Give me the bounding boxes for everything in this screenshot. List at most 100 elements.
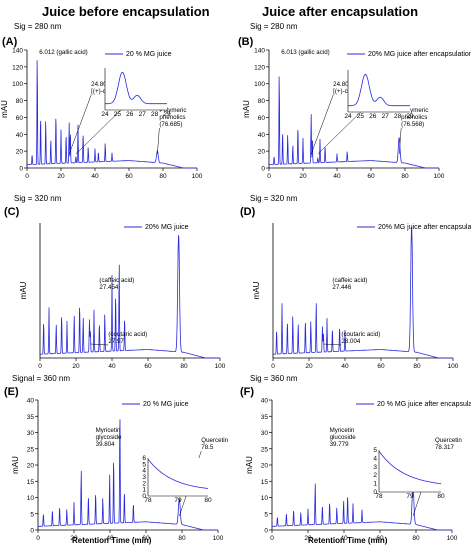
x-axis-title: Retention Time (min) — [72, 536, 152, 545]
x-tick-label: 80 — [413, 363, 421, 370]
inset-x-tick-label: 26 — [126, 111, 134, 118]
inset-x-tick-label: 27 — [382, 113, 390, 120]
annotation-arrow — [323, 343, 342, 346]
inset-y-tick-label: 3 — [373, 464, 377, 471]
peak-annotation: glucoside — [330, 434, 357, 441]
y-axis-label: mAU — [0, 100, 9, 118]
legend-label: 20 % MG juice after encapsulation — [377, 401, 471, 408]
inset-background — [348, 70, 410, 112]
peak-annotation: Polymeric — [401, 107, 428, 114]
x-tick-label: 80 — [412, 535, 420, 542]
x-tick-label: 40 — [106, 535, 114, 542]
inset-x-tick-label: 29 — [406, 113, 414, 120]
legend-label: 20% MG juice — [145, 224, 189, 231]
x-tick-label: 20 — [299, 173, 307, 180]
chart-svg: 0 20 40 60 80 100 0 20 40 60 80 100 120 140 mAU 20 % MG… — [0, 48, 203, 181]
peak-annotation: glycoside — [96, 434, 122, 441]
inset-x-tick-label: 79 — [406, 493, 414, 500]
panel-label: (E) — [4, 386, 19, 398]
y-tick-label: 35 — [261, 414, 269, 421]
x-tick-label: 100 — [215, 363, 226, 370]
y-tick-label: 120 — [254, 64, 265, 71]
x-tick-label: 40 — [333, 173, 341, 180]
peak-annotation: 39.804 — [96, 441, 115, 448]
peak-annotation: 27.446 — [332, 284, 351, 291]
inset-y-tick-label: 6 — [142, 455, 146, 462]
panel-label: (F) — [240, 386, 255, 398]
y-tick-label: 40 — [27, 398, 35, 405]
y-axis-label: mAU — [19, 281, 28, 299]
y-tick-label: 40 — [258, 132, 266, 139]
legend-label: 20 % MG juice — [126, 51, 172, 58]
inset-x-tick-label: 80 — [204, 497, 212, 504]
peak-annotation: 24.809 — [91, 81, 110, 88]
y-tick-label: 10 — [27, 495, 35, 502]
annotation-arrow — [157, 127, 160, 155]
peak-annotation: 6.012 (gallic acid) — [39, 49, 87, 56]
legend-label: 20% MG juice after encapsulation — [368, 51, 471, 58]
chart-panel-d: Sig = 320 nm (D) 0 20 40 60 80 100 mAU 20% MG j… — [236, 190, 471, 370]
x-tick-label: 40 — [91, 173, 99, 180]
x-axis-title: Retention Time (min) — [308, 536, 388, 545]
x-tick-label: 0 — [267, 173, 271, 180]
y-tick-label: 100 — [12, 81, 23, 88]
peak-annotation: (76.685) — [159, 121, 182, 128]
inset-y-tick-label: 2 — [373, 472, 377, 479]
y-tick-label: 60 — [16, 115, 24, 122]
x-tick-label: 80 — [178, 535, 186, 542]
peak-annotation: Quercetin — [435, 437, 462, 444]
chart-panel-b: Sig = 280 nm (B) 0 20 40 60 80 100 0 20 40 60 80 10… — [236, 20, 471, 190]
x-tick-label: 80 — [159, 173, 167, 180]
x-tick-label: 100 — [448, 363, 459, 370]
panel-label: (D) — [240, 206, 256, 218]
y-tick-label: 0 — [264, 528, 268, 535]
y-tick-label: 25 — [261, 446, 269, 453]
x-tick-label: 40 — [108, 363, 116, 370]
y-tick-label: 20 — [27, 463, 35, 470]
inset-x-tick-label: 78 — [144, 497, 152, 504]
inset-y-tick-label: 0 — [373, 489, 377, 496]
inset-x-tick-label: 24 — [344, 113, 352, 120]
y-tick-label: 35 — [27, 414, 35, 421]
inset-x-tick-label: 28 — [151, 111, 159, 118]
y-tick-label: 30 — [27, 430, 35, 437]
inset-y-tick-label: 4 — [373, 455, 377, 462]
x-tick-label: 80 — [401, 173, 409, 180]
peak-annotation: (caffeic acid) — [99, 277, 134, 284]
inset-x-tick-label: 80 — [437, 493, 445, 500]
x-tick-label: 100 — [213, 535, 224, 542]
y-tick-label: 40 — [261, 398, 269, 405]
y-tick-label: 5 — [264, 511, 268, 518]
peak-annotation: Quercetin — [201, 437, 228, 444]
y-tick-label: 100 — [254, 81, 265, 88]
inset-y-tick-label: 5 — [373, 447, 377, 454]
panel-label: (A) — [2, 36, 18, 48]
x-tick-label: 20 — [57, 173, 65, 180]
y-tick-label: 25 — [27, 446, 35, 453]
inset-x-tick-label: 79 — [174, 497, 182, 504]
annotation-arrow — [75, 106, 125, 155]
chart-panel-f: Sig = 360 nm (F) 0 20 40 60 80 100 0 5 10 15 20 25 3… — [236, 370, 471, 550]
inset-background — [379, 450, 441, 492]
inset-y-tick-label: 3 — [142, 474, 146, 481]
inset-y-tick-label: 2 — [142, 480, 146, 487]
x-tick-label: 20 — [304, 535, 312, 542]
x-tick-label: 100 — [192, 173, 203, 180]
chromatogram-trace — [40, 235, 220, 359]
inset-y-tick-label: 4 — [142, 468, 146, 475]
inset-y-tick-label: 0 — [142, 493, 146, 500]
y-axis-label: mAU — [252, 281, 261, 299]
x-tick-label: 20 — [305, 363, 313, 370]
inset-y-tick-label: 5 — [142, 461, 146, 468]
signal-label: Sig = 280 nm — [14, 22, 62, 31]
y-tick-label: 140 — [12, 48, 23, 55]
y-tick-label: 80 — [16, 98, 24, 105]
inset-x-tick-label: 27 — [139, 111, 147, 118]
x-tick-label: 0 — [36, 535, 40, 542]
peak-annotation: 39.779 — [330, 441, 349, 448]
inset-trace — [378, 451, 442, 485]
x-tick-label: 20 — [72, 363, 80, 370]
peak-annotation: Polymeric — [159, 107, 186, 114]
x-tick-label: 40 — [341, 363, 349, 370]
